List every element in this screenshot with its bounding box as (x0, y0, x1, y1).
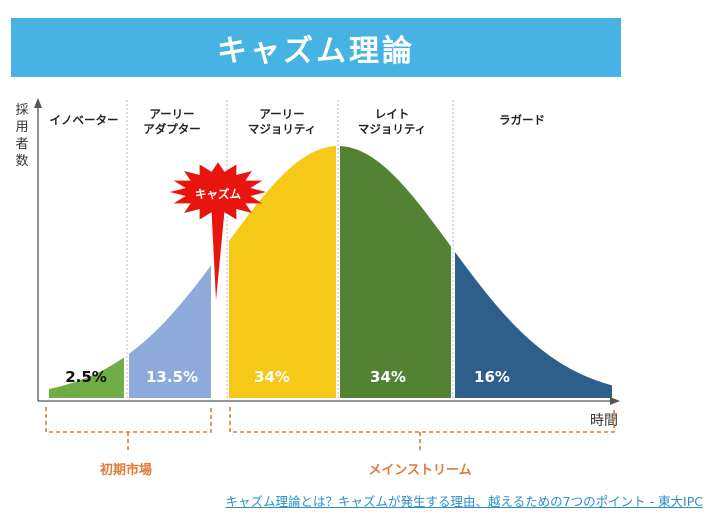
segment-area-late-majority (340, 146, 451, 398)
segment-header-early-majority: アーリーマジョリティ (248, 107, 316, 136)
caption: キャズム理論とは？キャズムが発生する理由、越えるための7つのポイント - 東大I… (0, 491, 720, 510)
segment-percent-early-majority: 34% (254, 368, 290, 386)
early-market-label: 初期市場 (100, 462, 152, 478)
y-axis-arrow (34, 98, 42, 108)
x-axis-arrow (610, 397, 620, 405)
segment-percent-laggards: 16% (474, 368, 510, 386)
segment-header-laggards: ラガード (499, 113, 545, 127)
segment-header-late-majority: レイトマジョリティ (358, 107, 426, 136)
y-axis-label-char: 用 (15, 120, 28, 135)
x-axis-label: 時間 (590, 413, 618, 429)
segment-area-early-adopters (129, 265, 211, 398)
y-axis-label-char: 採 (15, 103, 28, 118)
y-axis-label-char: 者 (15, 137, 28, 152)
segment-percent-innovators: 2.5% (65, 368, 107, 386)
segment-percent-late-majority: 34% (370, 368, 406, 386)
diagram-title: キャズム理論 (217, 33, 415, 69)
segment-area-early-majority (229, 146, 336, 398)
early-market-bracket (45, 407, 212, 433)
chasm-label: キャズム (195, 187, 241, 201)
segment-percent-early-adopters: 13.5% (146, 368, 198, 386)
segment-header-innovators: イノベーター (50, 113, 119, 127)
chasm-burst: キャズム (170, 162, 266, 300)
y-axis-label-char: 数 (15, 154, 28, 169)
segment-area-innovators (49, 357, 124, 398)
title-banner: キャズム理論 (11, 18, 621, 77)
segment-area-laggards (455, 252, 612, 398)
mainstream-label: メインストリーム (368, 463, 471, 478)
source-link[interactable]: キャズム理論とは？キャズムが発生する理由、越えるための7つのポイント - 東大I… (225, 494, 704, 509)
segment-header-early-adopters: アーリーアダプター (143, 107, 201, 136)
mainstream-bracket (229, 407, 615, 433)
